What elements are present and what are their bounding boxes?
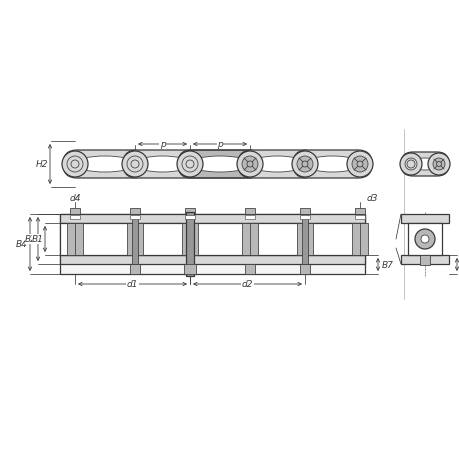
Circle shape: [297, 157, 312, 173]
Circle shape: [414, 230, 434, 249]
Circle shape: [241, 157, 257, 173]
Bar: [182, 224, 197, 256]
Circle shape: [131, 161, 139, 168]
Bar: [245, 216, 254, 219]
Text: p: p: [159, 140, 165, 149]
Bar: [299, 216, 309, 219]
Text: p: p: [217, 140, 223, 149]
Bar: [127, 224, 143, 256]
Bar: [354, 208, 364, 214]
Circle shape: [71, 161, 79, 168]
Circle shape: [420, 235, 428, 243]
Ellipse shape: [74, 157, 136, 173]
Circle shape: [436, 162, 441, 167]
FancyBboxPatch shape: [292, 151, 371, 179]
Text: d1: d1: [127, 280, 138, 289]
Bar: [132, 214, 138, 264]
Bar: [130, 216, 140, 219]
Circle shape: [432, 159, 444, 171]
FancyBboxPatch shape: [400, 153, 448, 177]
Bar: [60, 256, 364, 264]
Circle shape: [427, 154, 449, 176]
Text: d4: d4: [69, 194, 81, 203]
Bar: [60, 224, 364, 256]
Circle shape: [399, 154, 421, 176]
Bar: [419, 256, 429, 265]
Text: d3: d3: [365, 194, 377, 203]
Bar: [130, 208, 140, 214]
Bar: [407, 224, 441, 256]
Circle shape: [246, 162, 252, 168]
Circle shape: [302, 162, 308, 168]
Bar: [302, 214, 308, 264]
Text: B4: B4: [16, 240, 28, 249]
Text: B7: B7: [381, 260, 393, 269]
Text: H2: H2: [36, 160, 48, 169]
Bar: [185, 216, 195, 219]
Circle shape: [127, 157, 143, 173]
Bar: [400, 214, 448, 224]
Text: d2: d2: [241, 280, 253, 289]
Circle shape: [177, 151, 202, 178]
Bar: [130, 264, 140, 274]
Bar: [184, 264, 196, 274]
Ellipse shape: [189, 157, 251, 173]
Ellipse shape: [409, 159, 439, 171]
Bar: [70, 216, 80, 219]
Bar: [60, 214, 364, 224]
Bar: [297, 224, 312, 256]
Circle shape: [406, 161, 414, 168]
Circle shape: [182, 157, 197, 173]
Bar: [400, 256, 448, 264]
Bar: [299, 264, 309, 274]
FancyBboxPatch shape: [237, 151, 316, 179]
Circle shape: [351, 157, 367, 173]
Bar: [60, 214, 364, 274]
Circle shape: [291, 151, 317, 178]
Circle shape: [122, 151, 148, 178]
FancyBboxPatch shape: [123, 151, 202, 179]
Ellipse shape: [248, 157, 305, 173]
Bar: [70, 208, 80, 214]
Bar: [241, 224, 257, 256]
Bar: [299, 208, 309, 214]
FancyBboxPatch shape: [178, 151, 262, 179]
Circle shape: [236, 151, 263, 178]
Circle shape: [356, 162, 362, 168]
Circle shape: [346, 151, 372, 178]
Circle shape: [404, 159, 416, 171]
Circle shape: [67, 157, 83, 173]
FancyBboxPatch shape: [63, 151, 147, 179]
Circle shape: [62, 151, 88, 178]
Bar: [67, 224, 83, 256]
Bar: [185, 213, 194, 276]
Bar: [245, 208, 254, 214]
Bar: [185, 208, 195, 214]
Text: B2: B2: [25, 235, 37, 244]
Bar: [245, 264, 254, 274]
Ellipse shape: [134, 157, 190, 173]
Text: B1: B1: [32, 235, 44, 244]
Bar: [351, 224, 367, 256]
Ellipse shape: [303, 157, 360, 173]
Circle shape: [185, 161, 194, 168]
Bar: [354, 216, 364, 219]
